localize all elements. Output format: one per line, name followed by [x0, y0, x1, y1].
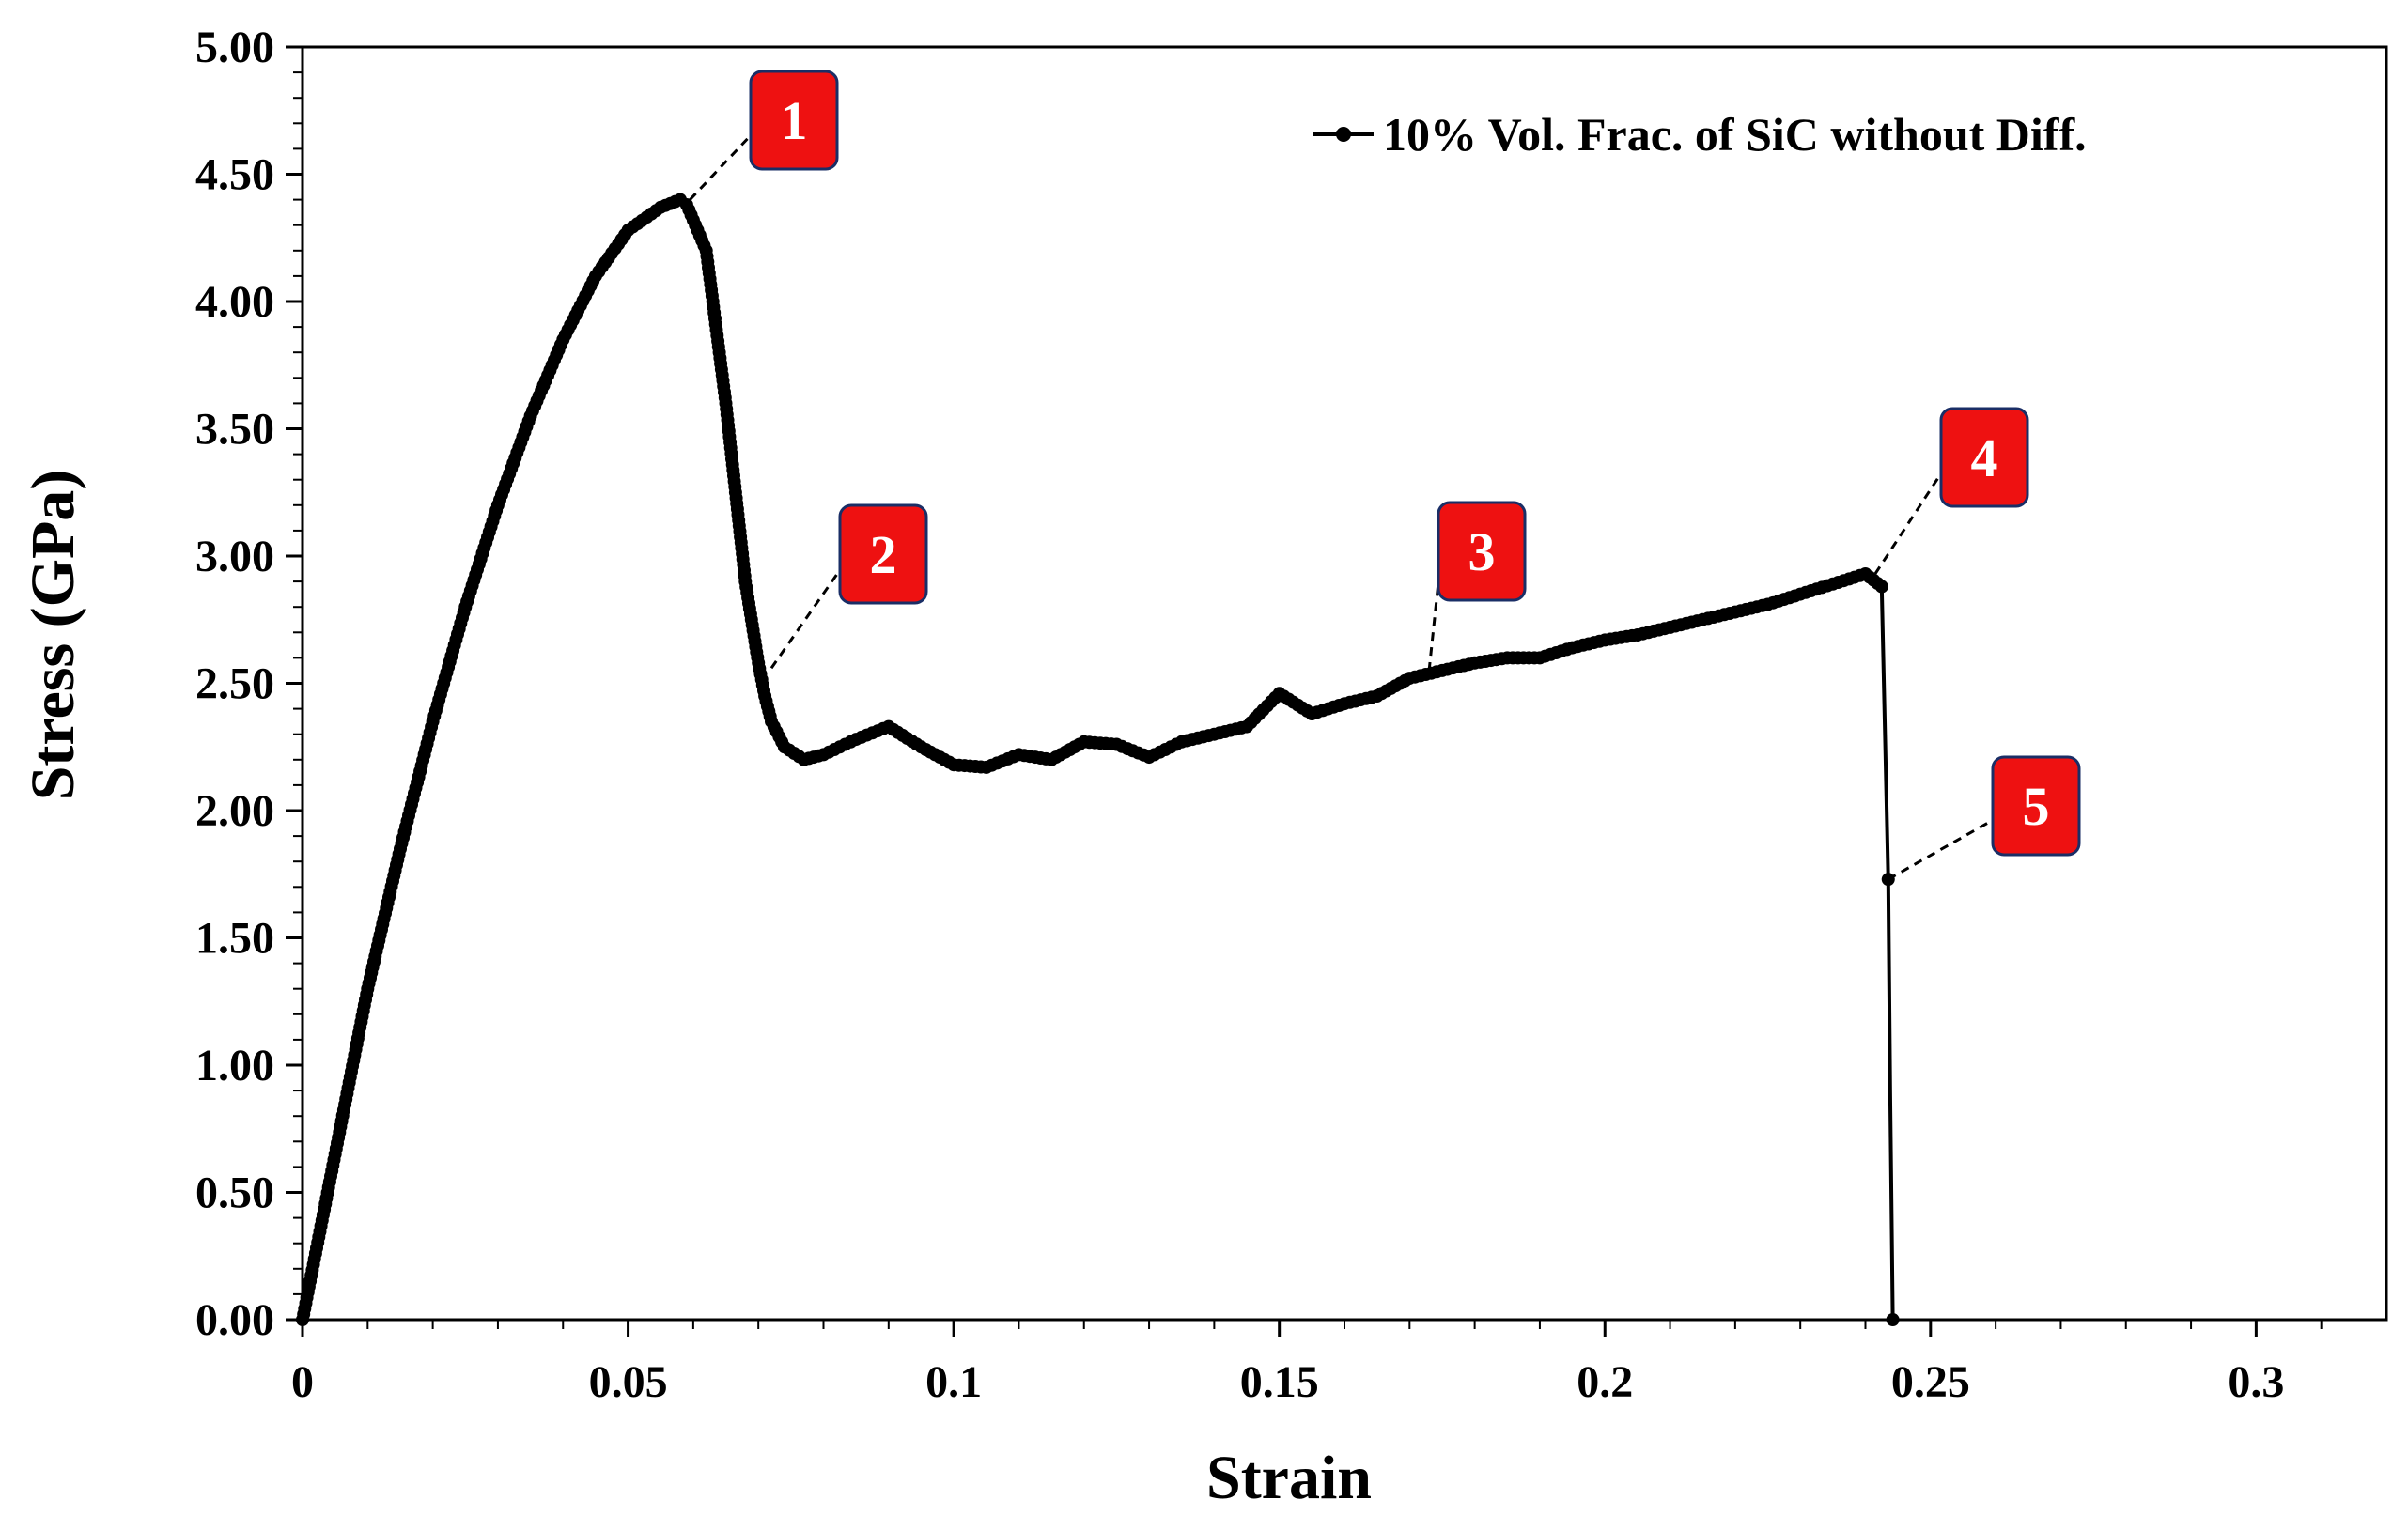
plot-area-frame	[301, 45, 2388, 1322]
y-tick-label: 1.00	[195, 1041, 274, 1090]
callout-leader	[1873, 470, 1945, 575]
x-axis-title: Strain	[1206, 1444, 1372, 1512]
callout-leader	[1888, 817, 1996, 881]
y-tick-label: 5.00	[195, 23, 274, 72]
callout-label: 3	[1468, 521, 1496, 582]
callout-leader	[689, 131, 754, 201]
callout-label: 1	[781, 90, 808, 151]
y-tick-label: 0.00	[195, 1295, 274, 1345]
callout-label: 2	[870, 524, 897, 585]
callout-3: 3	[1427, 501, 1527, 672]
legend-label: 10% Vol. Frac. of SiC without Diff.	[1383, 108, 2087, 161]
callout-box	[749, 70, 839, 171]
axis-ticks: 0 0.05 0.1 0.15 0.2 0.25 0.3 0.00 0.50 1.00 1.50 2.…	[195, 23, 2323, 1407]
callout-5: 5	[1888, 755, 2081, 881]
callout-box	[1991, 755, 2081, 857]
x-tick-label: 0.05	[589, 1357, 668, 1407]
y-tick-label: 4.00	[195, 277, 274, 327]
y-tick-label: 3.50	[195, 405, 274, 455]
y-axis-title: Stress (GPa)	[19, 470, 87, 801]
annotations: 1 2 3 4 5	[689, 70, 2081, 881]
data-series	[296, 193, 1900, 1326]
callout-4: 4	[1873, 407, 2029, 575]
x-tick-label: 0.25	[1891, 1357, 1970, 1407]
callout-label: 4	[1971, 427, 1998, 488]
callout-label: 5	[2023, 776, 2050, 837]
y-tick-label: 2.50	[195, 659, 274, 709]
series-line	[301, 197, 1895, 1321]
callout-1: 1	[689, 70, 839, 201]
x-tick-label: 0.15	[1240, 1357, 1319, 1407]
y-tick-label: 2.00	[195, 786, 274, 836]
x-tick-label: 0.2	[1577, 1357, 1633, 1407]
callout-box	[1939, 407, 2029, 508]
callout-box	[838, 503, 928, 605]
x-tick-label: 0	[291, 1357, 314, 1407]
legend: 10% Vol. Frac. of SiC without Diff.	[1313, 108, 2087, 161]
y-tick-label: 1.50	[195, 914, 274, 964]
y-tick-label: 4.50	[195, 150, 274, 200]
callout-leader	[1427, 564, 1442, 672]
callout-leader	[769, 566, 844, 670]
x-tick-label: 0.3	[2228, 1357, 2284, 1407]
x-tick-label: 0.1	[925, 1357, 982, 1407]
callout-2: 2	[769, 503, 928, 670]
data-point	[1874, 580, 1888, 594]
callout-box	[1437, 501, 1527, 602]
legend-point-marker	[1336, 127, 1351, 142]
y-tick-label: 0.50	[195, 1168, 274, 1218]
y-tick-label: 3.00	[195, 532, 274, 581]
